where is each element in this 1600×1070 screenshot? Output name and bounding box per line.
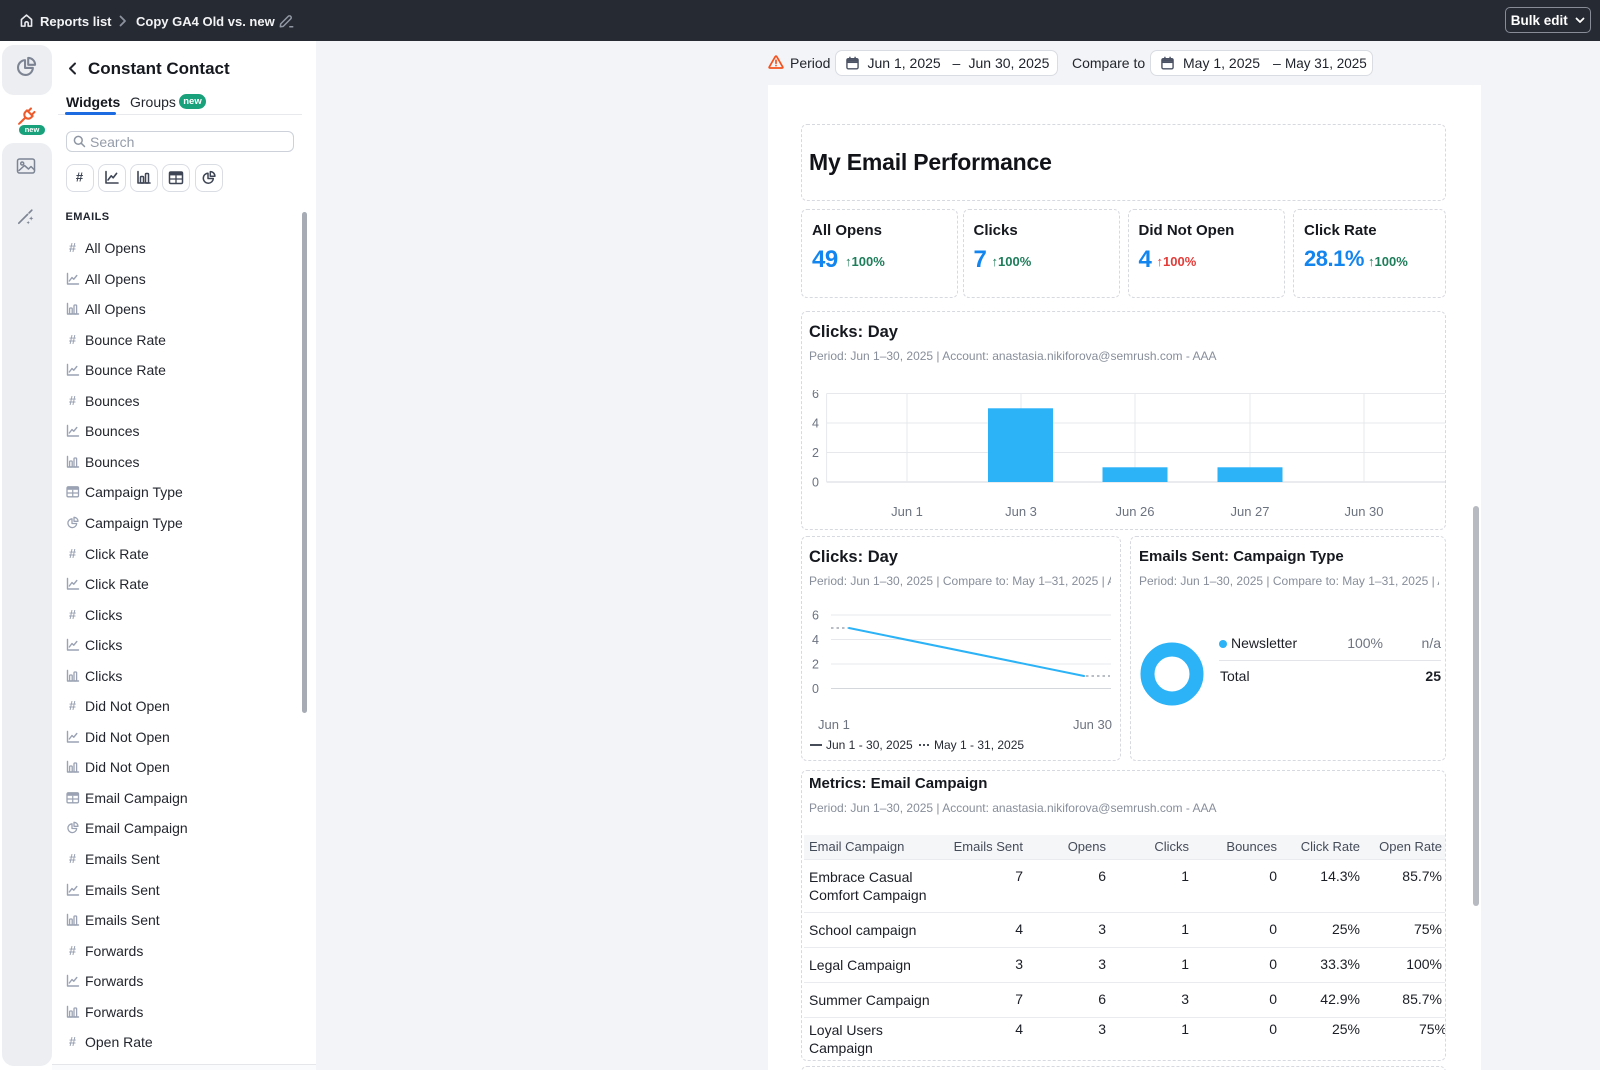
svg-text:0: 0 — [812, 682, 819, 696]
svg-text:#: # — [69, 1035, 76, 1049]
svg-text:#: # — [69, 944, 76, 958]
svg-text:#: # — [69, 699, 76, 713]
svg-text:Jun 27: Jun 27 — [1230, 504, 1269, 519]
svg-text:#: # — [69, 241, 76, 255]
svg-text:#: # — [69, 852, 76, 866]
svg-text:Jun 3: Jun 3 — [1005, 504, 1037, 519]
svg-text:Jun 26: Jun 26 — [1115, 504, 1154, 519]
svg-text:#: # — [69, 394, 76, 408]
svg-text:#: # — [69, 333, 76, 347]
svg-text:2: 2 — [812, 446, 819, 460]
svg-text:4: 4 — [812, 633, 819, 647]
svg-text:#: # — [75, 170, 83, 185]
svg-text:Jun 30: Jun 30 — [1344, 504, 1383, 519]
svg-text:0: 0 — [812, 475, 819, 489]
svg-text:6: 6 — [812, 609, 819, 623]
svg-text:2: 2 — [812, 658, 819, 672]
svg-text:#: # — [69, 547, 76, 561]
svg-text:Jun 1: Jun 1 — [891, 504, 923, 519]
svg-text:#: # — [69, 608, 76, 622]
svg-text:6: 6 — [812, 390, 819, 401]
svg-text:4: 4 — [812, 416, 819, 430]
